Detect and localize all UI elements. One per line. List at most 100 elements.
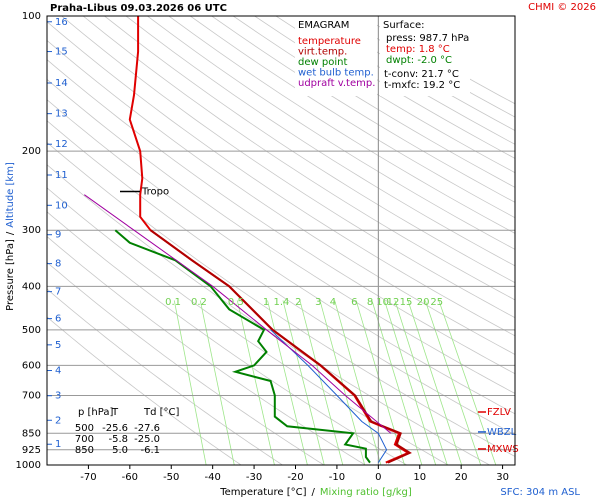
x-tick-label: -20 [287,472,303,483]
x-tick-label: -50 [163,472,179,483]
y-axis-label-part: Altitude [km] [5,162,16,228]
mixing-ratio-label: 20 [417,297,430,308]
dry-adiabat [147,16,515,250]
mixing-ratio-label: 0.2 [191,297,207,308]
surface-line: t-mxfc: 19.2 °C [384,80,460,91]
x-axis-label-part: Temperature [°C] [219,487,306,498]
legend-entry: temperature [298,36,361,47]
x-tick-label: 0 [375,472,381,483]
altitude-tick-label: 5 [55,340,61,351]
mixing-ratio-line [199,300,235,465]
table-cell: -25.0 [134,434,160,445]
dry-adiabat [211,16,515,203]
legend-entry: udpraft v.temp. [298,78,375,89]
y-axis-label: Pressure [hPa] / Altitude [km] [5,162,16,311]
x-tick-label: 30 [496,472,509,483]
mixing-ratio-line [173,300,207,465]
surface-box [380,16,470,96]
altitude-tick-label: 11 [55,170,68,181]
mixing-ratio-label: 10 [376,297,389,308]
tropo-label: Tropo [141,187,169,198]
level-label: FZLV [487,407,511,418]
mixing-ratio-line [424,300,482,465]
y-tick-label: 925 [22,445,41,456]
y-tick-label: 1000 [16,460,41,471]
y-tick-label: 850 [22,428,41,439]
altitude-tick-label: 13 [55,109,68,120]
mixing-ratio-label: 12 [387,297,400,308]
surface-line: dwpt: -2.0 °C [386,55,452,66]
altitude-tick-label: 7 [55,287,61,298]
mixing-ratio-label: 0.5 [228,297,244,308]
table-cell: 850 [75,445,94,456]
y-tick-label: 700 [22,390,41,401]
mixing-ratio-line [299,300,344,465]
legend-title: EMAGRAM [298,20,349,31]
table-header: Td [°C] [143,407,180,418]
y-axis-label-part: Pressure [hPa] [5,239,16,311]
x-tick-label: -30 [246,472,262,483]
x-axis-label-part: / [312,487,316,498]
mixing-ratio-label: 15 [400,297,413,308]
dry-adiabat [61,16,515,319]
x-tick-label: -60 [122,472,138,483]
table-cell: -27.6 [134,423,160,434]
mixing-ratio-label: 4 [330,297,336,308]
surface-line: t-conv: 21.7 °C [384,69,459,80]
x-axis-label-part: Mixing ratio [g/kg] [320,487,412,498]
legend-entry: virt.temp. [298,47,347,58]
plot-border [46,15,516,466]
altitude-tick-label: 8 [55,259,61,270]
dry-adiabat [47,59,515,375]
mixing-ratio-label: 0.1 [165,297,181,308]
dry-adiabat [190,16,515,219]
y-tick-label: 200 [22,146,41,157]
profile-line [149,229,412,464]
surface-line: press: 987.7 hPa [386,33,469,44]
mixing-ratio-label: 1.4 [273,297,289,308]
table-cell: 5.0 [112,445,128,456]
altitude-tick-label: 15 [55,47,68,58]
table-cell: 700 [75,434,94,445]
dry-adiabat [47,120,515,436]
profile-line [84,194,392,434]
x-axis-label: Temperature [°C] / Mixing ratio [g/kg] [219,487,412,498]
level-label: MXWS [487,444,519,455]
mixing-ratio-line [394,300,448,465]
x-tick-label: -70 [80,472,96,483]
altitude-tick-label: 16 [55,17,68,28]
dry-adiabat [82,16,515,301]
altitude-tick-label: 3 [55,391,61,402]
y-axis-label-part: / [5,231,16,235]
mixing-ratio-label: 8 [367,297,373,308]
mixing-ratio-line [282,300,325,465]
dry-adiabat [168,16,515,234]
altitude-tick-label: 10 [55,200,68,211]
credit: CHMI © 2026 [528,2,596,13]
y-tick-label: 400 [22,281,41,292]
table-cell: -25.6 [102,423,128,434]
table-cell: -5.8 [108,434,128,445]
legend-box [295,16,377,96]
altitude-tick-label: 6 [55,314,61,325]
legend-entry: wet bulb temp. [298,68,374,79]
altitude-tick-label: 4 [55,366,61,377]
x-tick-label: 20 [455,472,468,483]
footer: SFC: 304 m ASL [500,487,580,498]
dry-adiabat [47,78,515,394]
profile-line [270,329,388,463]
mixing-ratio-line [319,300,366,465]
altitude-tick-label: 1 [55,439,61,450]
dry-adiabat [104,16,515,284]
dry-adiabat [47,21,515,337]
x-tick-label: -10 [329,472,345,483]
table-header: T [111,407,119,418]
mixing-ratio-line [438,300,497,465]
x-tick-label: -40 [204,472,220,483]
plot-layer [47,16,515,465]
table-cell: 500 [75,423,94,434]
mixing-ratio-line [334,300,382,465]
surface-title: Surface: [383,20,424,31]
mixing-ratio-label: 2 [295,297,301,308]
